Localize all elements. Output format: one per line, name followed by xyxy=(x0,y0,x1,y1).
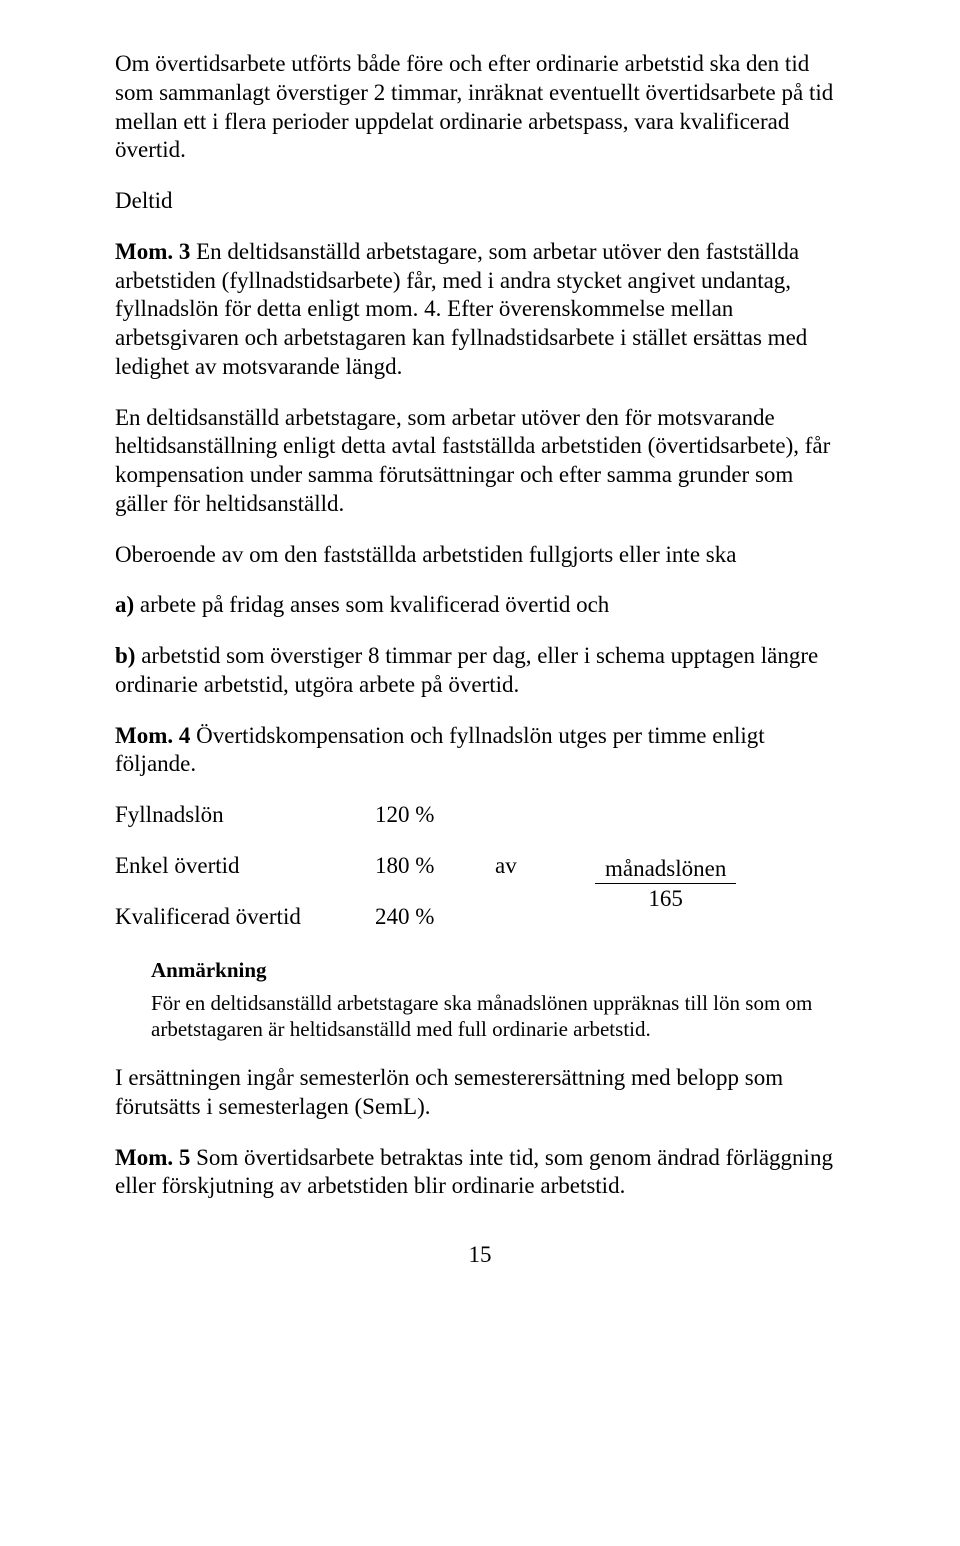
rate-label: Enkel övertid xyxy=(115,852,375,881)
list-marker-b: b) xyxy=(115,643,135,668)
list-marker-a: a) xyxy=(115,592,134,617)
annotation-body: För en deltidsanställd arbetstagare ska … xyxy=(151,990,845,1043)
paragraph-deltid-overtid: En deltidsanställd arbetstagare, som arb… xyxy=(115,404,845,519)
rate-label: Fyllnadslön xyxy=(115,801,375,830)
paragraph-ersattning: I ersättningen ingår semesterlön och sem… xyxy=(115,1064,845,1122)
fraction-denominator: 165 xyxy=(648,884,683,911)
mom5-paragraph: Mom. 5 Som övertidsarbete betraktas inte… xyxy=(115,1144,845,1202)
mom4-label: Mom. 4 xyxy=(115,723,190,748)
fraction-numerator: månadslönen xyxy=(595,856,736,884)
annotation-block: Anmärkning För en deltidsanställd arbets… xyxy=(151,957,845,1042)
mom3-label: Mom. 3 xyxy=(115,239,190,264)
mom3-paragraph: Mom. 3 En deltidsanställd arbetstagare, … xyxy=(115,238,845,382)
rate-value: 240 % xyxy=(375,903,495,932)
rates-row-kvalificerad: Kvalificerad övertid 240 % xyxy=(115,903,575,932)
list-item-b: b) arbetstid som överstiger 8 timmar per… xyxy=(115,642,845,700)
rate-value: 180 % xyxy=(375,852,495,881)
list-text-a: arbete på fridag anses som kvalificerad … xyxy=(134,592,609,617)
rate-value: 120 % xyxy=(375,801,495,830)
rate-label: Kvalificerad övertid xyxy=(115,903,375,932)
rate-fraction: månadslönen 165 xyxy=(595,856,736,912)
annotation-heading: Anmärkning xyxy=(151,957,845,983)
mom5-label: Mom. 5 xyxy=(115,1145,190,1170)
mom4-paragraph: Mom. 4 Övertidskompensation och fyllnads… xyxy=(115,722,845,780)
rate-av: av xyxy=(495,852,575,881)
paragraph-oberoende: Oberoende av om den fastställda arbetsti… xyxy=(115,541,845,570)
paragraph-intro: Om övertidsarbete utförts både före och … xyxy=(115,50,845,165)
mom5-body: Som övertidsarbete betraktas inte tid, s… xyxy=(115,1145,833,1199)
page-number: 15 xyxy=(115,1241,845,1270)
deltid-heading: Deltid xyxy=(115,187,845,216)
list-item-a: a) arbete på fridag anses som kvalificer… xyxy=(115,591,845,620)
list-text-b: arbetstid som överstiger 8 timmar per da… xyxy=(115,643,818,697)
mom4-body: Övertidskompensation och fyllnadslön utg… xyxy=(115,723,765,777)
rates-block: Fyllnadslön 120 % Enkel övertid 180 % av… xyxy=(115,801,845,935)
mom3-body: En deltidsanställd arbetstagare, som arb… xyxy=(115,239,807,379)
rates-row-fyllnadslon: Fyllnadslön 120 % xyxy=(115,801,845,830)
rates-row-enkel: Enkel övertid 180 % av xyxy=(115,852,575,881)
